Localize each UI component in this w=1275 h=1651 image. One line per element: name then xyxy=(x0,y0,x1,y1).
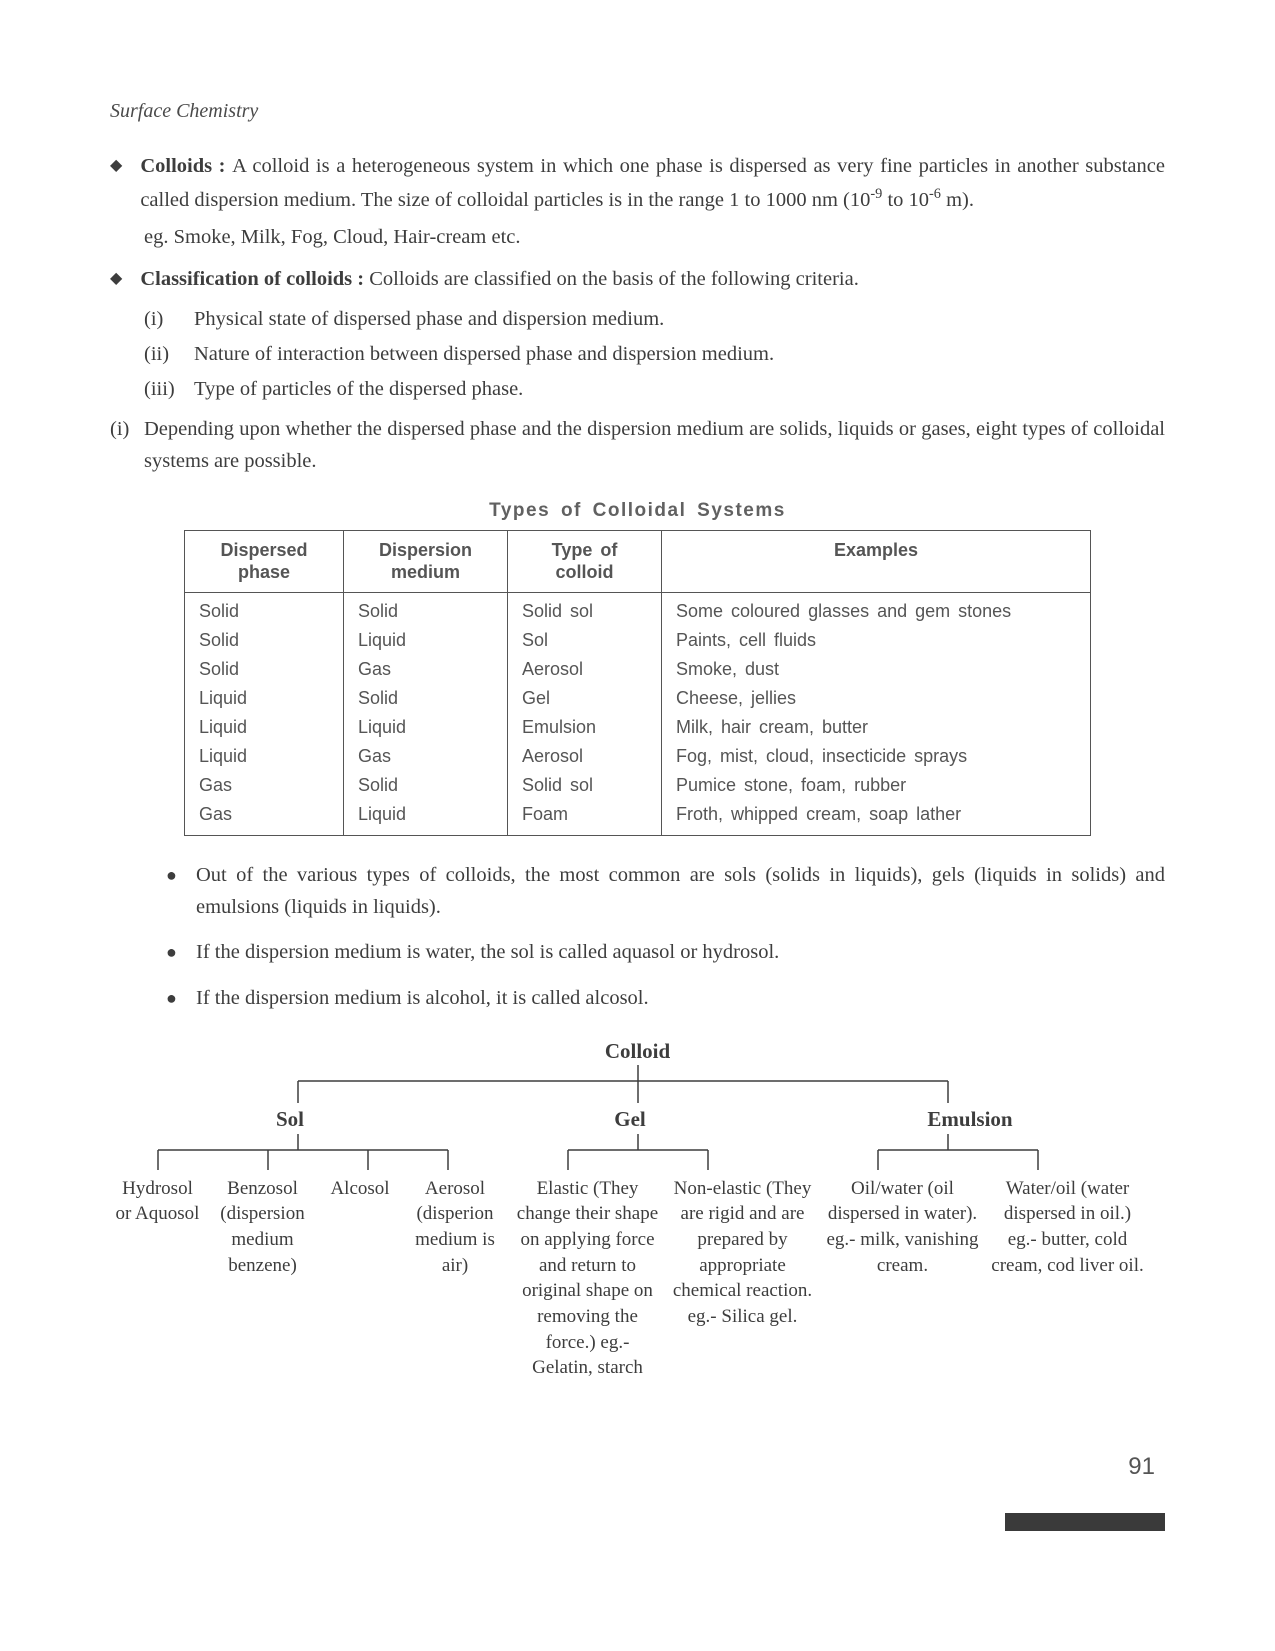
dot-icon: ● xyxy=(166,939,196,969)
roman-text: Depending upon whether the dispersed pha… xyxy=(144,414,1165,478)
page-number: 91 xyxy=(1128,1453,1155,1481)
bullet-classification-text: Classification of colloids : Colloids ar… xyxy=(140,264,859,296)
leaf-wateroil: Water/oil (water dispersed in oil.) eg.-… xyxy=(985,1176,1150,1381)
node-sol: Sol xyxy=(110,1105,470,1133)
dot-text: If the dispersion medium is water, the s… xyxy=(196,937,779,969)
table-cell: Liquid xyxy=(344,713,508,742)
bullet-colloids: ◆ Colloids : A colloid is a heterogeneou… xyxy=(110,151,1165,216)
diamond-icon: ◆ xyxy=(110,155,122,216)
dot-icon: ● xyxy=(166,985,196,1015)
bullet-classification: ◆ Classification of colloids : Colloids … xyxy=(110,264,1165,296)
colloids-body-a: A colloid is a heterogeneous system in w… xyxy=(140,155,1165,211)
exp1: -9 xyxy=(870,186,882,202)
sub-idx: (ii) xyxy=(144,337,194,372)
colloid-tree: Colloid Sol Gel Emulsion Hydrosol or Aqu… xyxy=(110,1037,1165,1381)
leaf-benzosol: Benzosol (dispersion medium benzene) xyxy=(205,1176,320,1381)
dot-list: ●Out of the various types of colloids, t… xyxy=(166,860,1165,1015)
sub-text: Type of particles of the dispersed phase… xyxy=(194,372,523,407)
tree-connector-1 xyxy=(118,1065,1158,1105)
table-cell: Solid sol xyxy=(508,771,662,800)
table-cell: Liquid xyxy=(344,626,508,655)
colloids-body-mid: to 10 xyxy=(882,189,929,211)
table-cell: Gas xyxy=(344,742,508,771)
table-cell: Liquid xyxy=(185,684,344,713)
table-cell: Solid xyxy=(185,592,344,626)
leaf-alcosol: Alcosol xyxy=(320,1176,400,1381)
table-cell: Solid xyxy=(185,655,344,684)
table-cell: Pumice stone, foam, rubber xyxy=(662,771,1091,800)
leaf-hydrosol: Hydrosol or Aquosol xyxy=(110,1176,205,1381)
th-examples: Examples xyxy=(662,530,1091,592)
table-cell: Aerosol xyxy=(508,742,662,771)
sub-text: Nature of interaction between dispersed … xyxy=(194,337,774,372)
table-cell: Foam xyxy=(508,800,662,836)
table-cell: Some coloured glasses and gem stones xyxy=(662,592,1091,626)
sub-text: Physical state of dispersed phase and di… xyxy=(194,302,664,337)
tree-connector-2 xyxy=(118,1134,1158,1172)
leaf-oilwater: Oil/water (oil dispersed in water). eg.-… xyxy=(820,1176,985,1381)
page: Surface Chemistry ◆ Colloids : A colloid… xyxy=(0,0,1275,1651)
table-cell: Gas xyxy=(185,800,344,836)
th-dispersion: Dispersionmedium xyxy=(344,530,508,592)
colloids-label: Colloids : xyxy=(140,155,232,177)
table-cell: Sol xyxy=(508,626,662,655)
table-cell: Solid sol xyxy=(508,592,662,626)
footer-bar xyxy=(1005,1513,1165,1531)
table-cell: Cheese, jellies xyxy=(662,684,1091,713)
table-caption: Types of Colloidal Systems xyxy=(110,500,1165,522)
table-cell: Solid xyxy=(344,592,508,626)
bullet-colloids-text: Colloids : A colloid is a heterogeneous … xyxy=(140,151,1165,216)
table-cell: Smoke, dust xyxy=(662,655,1091,684)
table-wrap: Dispersedphase Dispersionmedium Type ofc… xyxy=(110,530,1165,836)
table-cell: Paints, cell fluids xyxy=(662,626,1091,655)
colloid-table: Dispersedphase Dispersionmedium Type ofc… xyxy=(184,530,1091,836)
dot-text: Out of the various types of colloids, th… xyxy=(196,860,1165,924)
table-cell: Gel xyxy=(508,684,662,713)
node-emulsion: Emulsion xyxy=(790,1105,1150,1133)
diamond-icon: ◆ xyxy=(110,268,122,296)
table-cell: Emulsion xyxy=(508,713,662,742)
table-cell: Solid xyxy=(344,684,508,713)
colloids-eg: eg. Smoke, Milk, Fog, Cloud, Hair-cream … xyxy=(144,222,1165,254)
sub-idx: (iii) xyxy=(144,372,194,407)
tree-leaves: Hydrosol or Aquosol Benzosol (dispersion… xyxy=(110,1176,1165,1381)
roman-i: (i) Depending upon whether the dispersed… xyxy=(110,414,1165,478)
table-cell: Froth, whipped cream, soap lather xyxy=(662,800,1091,836)
dot-icon: ● xyxy=(166,862,196,924)
leaf-elastic: Elastic (They change their shape on appl… xyxy=(510,1176,665,1381)
table-cell: Liquid xyxy=(344,800,508,836)
table-cell: Milk, hair cream, butter xyxy=(662,713,1091,742)
classification-sublist: (i)Physical state of dispersed phase and… xyxy=(144,302,1165,407)
table-cell: Solid xyxy=(344,771,508,800)
table-body: SolidSolidSolid solSome coloured glasses… xyxy=(185,592,1091,835)
node-gel: Gel xyxy=(470,1105,790,1133)
exp2: -6 xyxy=(929,186,941,202)
chapter-title: Surface Chemistry xyxy=(110,100,1165,123)
classif-label: Classification of colloids : xyxy=(140,268,369,290)
table-cell: Liquid xyxy=(185,742,344,771)
table-cell: Solid xyxy=(185,626,344,655)
table-cell: Gas xyxy=(185,771,344,800)
th-type: Type ofcolloid xyxy=(508,530,662,592)
dot-text: If the dispersion medium is alcohol, it … xyxy=(196,983,649,1015)
tree-root: Colloid xyxy=(110,1037,1165,1065)
leaf-aerosol: Aerosol (disperion medium is air) xyxy=(400,1176,510,1381)
table-cell: Liquid xyxy=(185,713,344,742)
roman-idx: (i) xyxy=(110,414,144,478)
colloids-body-b: m). xyxy=(941,189,974,211)
leaf-nonelastic: Non-elastic (They are rigid and are prep… xyxy=(665,1176,820,1381)
table-cell: Fog, mist, cloud, insecticide sprays xyxy=(662,742,1091,771)
classif-body: Colloids are classified on the basis of … xyxy=(369,268,859,290)
table-cell: Aerosol xyxy=(508,655,662,684)
table-cell: Gas xyxy=(344,655,508,684)
sub-idx: (i) xyxy=(144,302,194,337)
th-dispersed: Dispersedphase xyxy=(185,530,344,592)
